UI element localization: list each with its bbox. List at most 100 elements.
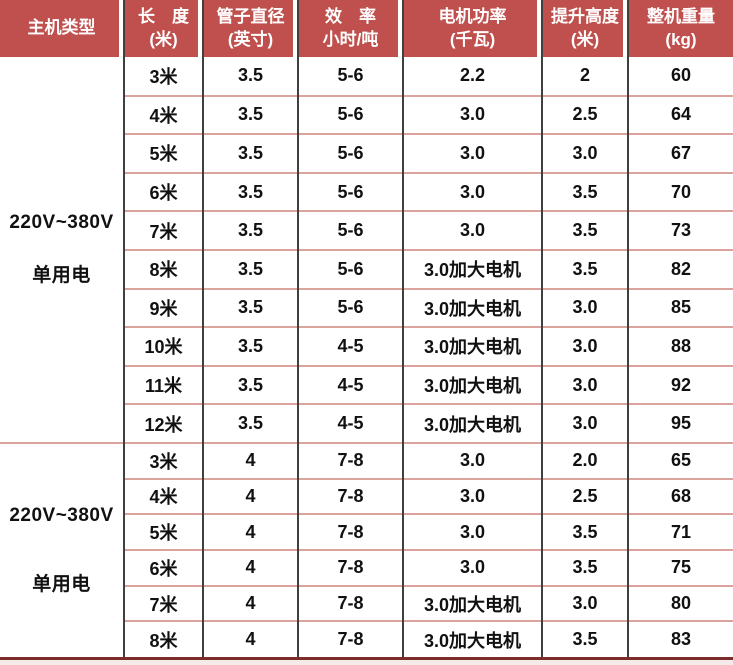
cell-efficiency: 5-6 <box>297 133 403 173</box>
cell-length: 3米 <box>123 441 203 479</box>
cell-efficiency: 7-8 <box>297 441 403 479</box>
cell-length: 5米 <box>123 133 203 173</box>
cell-weight: 60 <box>627 57 733 96</box>
table-row: 6米 4 7-8 3.0 3.5 75 <box>0 549 733 586</box>
table-row: 7米 3.5 5-6 3.0 3.5 73 <box>0 210 733 250</box>
cell-motor-power: 3.0 <box>402 210 542 250</box>
cell-length: 6米 <box>123 549 203 586</box>
table-row: 8米 4 7-8 3.0加大电机 3.5 83 <box>0 620 733 658</box>
cell-lift-height: 2.5 <box>541 477 628 515</box>
cell-weight: 65 <box>627 441 733 479</box>
table-row: 4米 3.5 5-6 3.0 2.5 64 <box>0 94 733 135</box>
table-row: 5米 4 7-8 3.0 3.5 71 <box>0 513 733 550</box>
cell-weight: 80 <box>627 584 733 622</box>
cell-motor-power: 3.0 <box>402 441 542 479</box>
cell-pipe-diameter: 4 <box>202 620 298 658</box>
cell-motor-power: 3.0 <box>402 94 542 135</box>
table-bottom-border <box>0 657 733 661</box>
cell-length: 10米 <box>123 326 203 366</box>
cell-weight: 92 <box>627 364 733 405</box>
cell-length: 8米 <box>123 620 203 658</box>
header-line2: (米) <box>570 29 600 49</box>
cell-pipe-diameter: 3.5 <box>202 133 298 173</box>
cell-lift-height: 2 <box>541 57 628 96</box>
header-line1: 整机重量 <box>647 7 715 27</box>
table-row: 220V~380V 单用电 3米 3.5 5-6 2.2 2 60 <box>0 57 733 286</box>
cell-efficiency: 5-6 <box>297 287 403 328</box>
table-row: 6米 3.5 5-6 3.0 3.5 70 <box>0 171 733 212</box>
cell-motor-power: 2.2 <box>402 57 542 96</box>
column-header-machine-type: 主机类型 <box>0 0 124 57</box>
cell-lift-height: 3.5 <box>541 171 628 212</box>
cell-lift-height: 3.5 <box>541 620 628 658</box>
table-row: 8米 3.5 5-6 3.0加大电机 3.5 82 <box>0 248 733 289</box>
column-header-pipe-diameter: 管子直径 (英寸) <box>202 0 298 57</box>
cell-weight: 88 <box>627 326 733 366</box>
column-header-lift-height: 提升高度 (米) <box>541 0 628 57</box>
cell-weight: 70 <box>627 171 733 212</box>
power-mode-label: 单用电 <box>32 264 91 286</box>
column-header-motor-power: 电机功率 (千瓦) <box>402 0 542 57</box>
header-line2: (千瓦) <box>449 29 496 49</box>
cell-motor-power: 3.0 <box>402 513 542 550</box>
cell-efficiency: 7-8 <box>297 620 403 658</box>
header-line2: (kg) <box>665 29 697 49</box>
cell-efficiency: 5-6 <box>297 210 403 250</box>
cell-lift-height: 3.0 <box>541 287 628 328</box>
column-header-length: 长 度 (米) <box>123 0 203 57</box>
cell-pipe-diameter: 3.5 <box>202 287 298 328</box>
cell-weight: 82 <box>627 248 733 289</box>
cell-length: 6米 <box>123 171 203 212</box>
cell-efficiency: 5-6 <box>297 171 403 212</box>
cell-efficiency: 7-8 <box>297 513 403 550</box>
cell-lift-height: 2.0 <box>541 441 628 479</box>
cell-motor-power: 3.0 <box>402 133 542 173</box>
cell-pipe-diameter: 4 <box>202 584 298 622</box>
cell-weight: 95 <box>627 403 733 443</box>
cell-efficiency: 7-8 <box>297 584 403 622</box>
page-background-strip <box>0 660 733 665</box>
cell-pipe-diameter: 3.5 <box>202 248 298 289</box>
cell-lift-height: 3.5 <box>541 549 628 586</box>
table-row: 5米 3.5 5-6 3.0 3.0 67 <box>0 133 733 173</box>
cell-weight: 71 <box>627 513 733 550</box>
cell-lift-height: 3.0 <box>541 584 628 622</box>
cell-length: 9米 <box>123 287 203 328</box>
cell-length: 4米 <box>123 94 203 135</box>
table-row: 9米 3.5 5-6 3.0加大电机 3.0 85 <box>0 287 733 328</box>
machine-type-cell: 220V~380V 单用电 <box>0 57 124 443</box>
cell-motor-power: 3.0加大电机 <box>402 403 542 443</box>
cell-efficiency: 7-8 <box>297 477 403 515</box>
machine-type-cell: 220V~380V 单用电 <box>0 441 124 658</box>
cell-motor-power: 3.0加大电机 <box>402 584 542 622</box>
table-row: 12米 3.5 4-5 3.0加大电机 3.0 95 <box>0 403 733 443</box>
cell-pipe-diameter: 4 <box>202 441 298 479</box>
cell-motor-power: 3.0加大电机 <box>402 620 542 658</box>
cell-lift-height: 3.0 <box>541 133 628 173</box>
cell-pipe-diameter: 3.5 <box>202 403 298 443</box>
cell-weight: 67 <box>627 133 733 173</box>
cell-motor-power: 3.0加大电机 <box>402 326 542 366</box>
cell-efficiency: 5-6 <box>297 57 403 96</box>
header-line1: 提升高度 <box>551 7 619 27</box>
cell-efficiency: 5-6 <box>297 94 403 135</box>
cell-efficiency: 7-8 <box>297 549 403 586</box>
cell-length: 3米 <box>123 57 203 96</box>
cell-lift-height: 3.0 <box>541 326 628 366</box>
cell-length: 5米 <box>123 513 203 550</box>
cell-lift-height: 3.5 <box>541 248 628 289</box>
cell-pipe-diameter: 3.5 <box>202 94 298 135</box>
cell-length: 11米 <box>123 364 203 405</box>
cell-pipe-diameter: 4 <box>202 513 298 550</box>
cell-weight: 75 <box>627 549 733 586</box>
cell-efficiency: 4-5 <box>297 403 403 443</box>
header-line1: 电机功率 <box>438 7 507 27</box>
voltage-label: 220V~380V <box>9 211 114 233</box>
cell-motor-power: 3.0加大电机 <box>402 248 542 289</box>
cell-pipe-diameter: 4 <box>202 549 298 586</box>
cell-pipe-diameter: 3.5 <box>202 364 298 405</box>
cell-lift-height: 3.0 <box>541 364 628 405</box>
header-line2: 小时/吨 <box>322 29 379 49</box>
header-line2: (英寸) <box>227 29 274 49</box>
cell-pipe-diameter: 4 <box>202 477 298 515</box>
